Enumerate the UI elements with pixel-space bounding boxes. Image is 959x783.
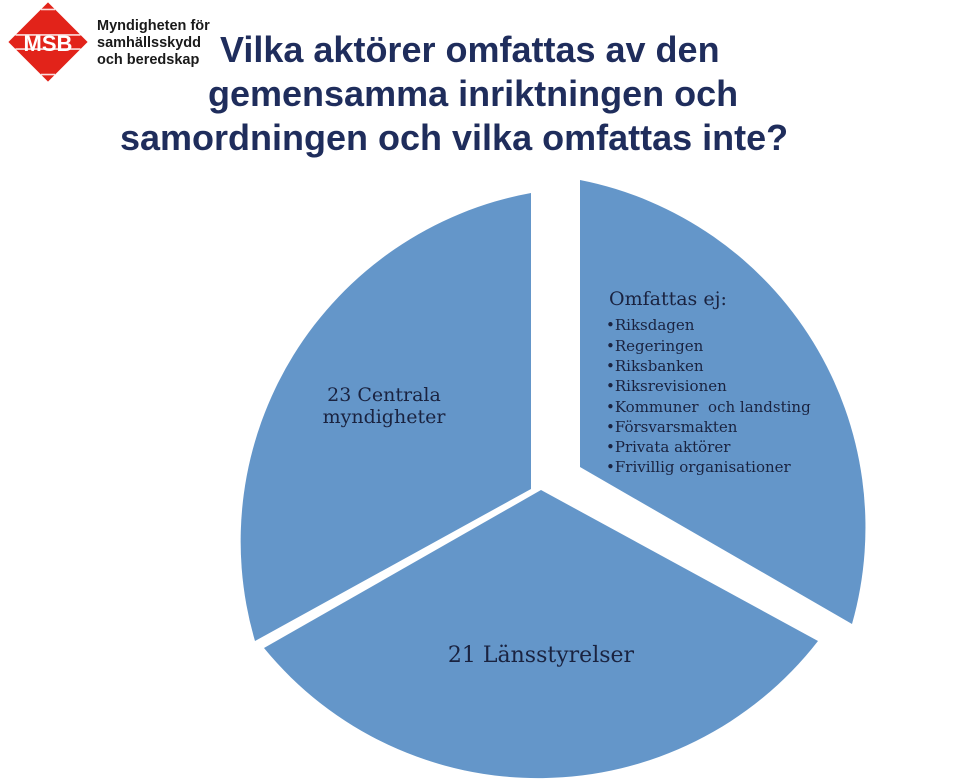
list-item: •Privata aktörer bbox=[606, 438, 731, 456]
excluded-heading: Omfattas ej: bbox=[609, 288, 727, 310]
org-name-line: samhällsskydd bbox=[97, 35, 201, 51]
org-name: Myndigheten för samhällsskydd och bereds… bbox=[97, 18, 210, 69]
title-line: samordningen och vilka omfattas inte? bbox=[120, 117, 789, 158]
segment-label: myndigheter bbox=[323, 406, 447, 428]
title-line: Vilka aktörer omfattas av den bbox=[220, 29, 720, 70]
msb-badge-icon bbox=[8, 2, 88, 82]
segment-lansstyrelser bbox=[264, 490, 818, 779]
list-item: •Kommuner och landsting bbox=[606, 398, 811, 416]
excluded-list: •Riksdagen •Regeringen •Riksbanken •Riks… bbox=[606, 316, 811, 476]
list-item: •Riksbanken bbox=[606, 357, 704, 375]
page-title: Vilka aktörer omfattas av den gemensamma… bbox=[120, 28, 910, 160]
segment-label: 23 Centrala bbox=[327, 384, 441, 406]
list-item: •Riksrevisionen bbox=[606, 377, 727, 395]
org-name-line: och beredskap bbox=[97, 52, 200, 68]
title-line: gemensamma inriktningen och bbox=[208, 73, 739, 114]
list-item: •Riksdagen bbox=[606, 316, 695, 334]
list-item: •Frivillig organisationer bbox=[606, 458, 792, 476]
org-name-line: Myndigheten för bbox=[97, 18, 210, 34]
segment-centrala-myndigheter bbox=[240, 193, 531, 641]
list-item: •Försvarsmakten bbox=[606, 418, 738, 436]
segment-label: 21 Länsstyrelser bbox=[448, 643, 635, 668]
msb-badge-text: MSB bbox=[24, 31, 73, 56]
segment-omfattas-ej bbox=[580, 180, 866, 624]
msb-logo: MSB bbox=[8, 2, 88, 82]
list-item: •Regeringen bbox=[606, 337, 704, 355]
